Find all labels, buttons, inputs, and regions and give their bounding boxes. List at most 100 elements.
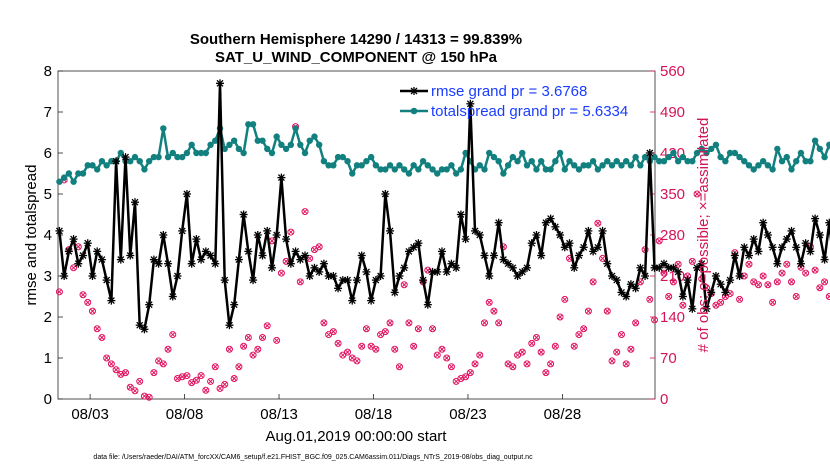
totalspread-point (660, 158, 668, 165)
obs-series (55, 123, 830, 401)
rmse-point (612, 276, 621, 285)
rmse-point (220, 276, 229, 285)
totalspread-point (396, 162, 403, 169)
obs-point (811, 266, 819, 274)
rmse-point (442, 267, 451, 276)
rmse-point (277, 173, 286, 182)
legend-spread-label: totalspread grand pr = 5.6334 (431, 103, 628, 120)
totalspread-point (434, 170, 441, 177)
totalspread-point (315, 141, 323, 148)
rmse-point (107, 296, 116, 305)
totalspread-point (495, 158, 502, 165)
rmse-point (674, 267, 683, 276)
obs-point (353, 357, 361, 365)
x-tick-label: 08/13 (260, 406, 298, 423)
legend-rmse-label: rmse grand pr = 3.6768 (431, 83, 587, 100)
obs-point (249, 351, 257, 359)
totalspread-point (197, 149, 205, 157)
y-left-tick-label: 1 (44, 350, 52, 367)
y-left-tick-label: 6 (44, 145, 52, 162)
totalspread-point (353, 162, 361, 169)
totalspread-point (108, 158, 115, 165)
rmse-point (593, 243, 602, 252)
totalspread-point (811, 137, 819, 144)
totalspread-point (547, 166, 554, 173)
rmse-point (244, 247, 253, 256)
legend-spread-marker (410, 107, 418, 115)
totalspread-series (56, 121, 830, 185)
y-right-tick-label: 490 (660, 104, 685, 121)
rmse-point (707, 288, 716, 297)
obs-point (825, 293, 830, 300)
y-axis-left-label: rmse and totalspread (23, 165, 40, 306)
totalspread-point (419, 158, 427, 165)
totalspread-point (462, 149, 469, 157)
rmse-point (711, 272, 720, 280)
totalspread-point (367, 153, 375, 161)
rmse-point (726, 276, 735, 285)
obs-point (287, 228, 295, 236)
obs-point (745, 260, 753, 268)
rmse-point (787, 226, 796, 235)
rmse-point (678, 292, 687, 301)
left-axis-ticks: 0 1 2 3 4 5 6 7 8 (44, 63, 63, 408)
obs-point (55, 288, 63, 296)
rmse-point (164, 259, 173, 268)
totalspread-point (689, 158, 696, 165)
obs-point (651, 316, 659, 324)
x-tick-label: 08/28 (544, 406, 582, 423)
totalspread-point (566, 158, 573, 165)
totalspread-point (75, 170, 82, 177)
y-right-tick-label: 350 (660, 186, 685, 203)
obs-point (88, 307, 96, 315)
rmse-point (206, 251, 215, 260)
rmse-point (173, 272, 182, 280)
rmse-point (102, 276, 111, 285)
rmse-point (527, 239, 536, 248)
rmse-point (249, 276, 258, 285)
data-file-footnote: data file: /Users/raeder/DAI/ATM_forcXX/… (93, 454, 533, 461)
rmse-point (683, 276, 692, 285)
obs-point (263, 322, 271, 330)
obs-point (150, 369, 158, 377)
totalspread-point (821, 153, 828, 161)
obs-point (320, 319, 328, 327)
y-left-tick-label: 2 (44, 309, 52, 326)
totalspread-point (297, 141, 304, 148)
rmse-point (740, 243, 749, 252)
rmse-point (489, 251, 498, 260)
totalspread-point (741, 158, 748, 165)
rmse-point (282, 235, 291, 244)
rmse-point (154, 259, 163, 268)
totalspread-point (226, 141, 233, 148)
rmse-point (239, 210, 248, 219)
totalspread-point (708, 145, 715, 153)
obs-point (301, 208, 309, 216)
totalspread-point (330, 162, 337, 169)
obs-point (159, 360, 167, 368)
obs-point (783, 260, 791, 268)
totalspread-point (509, 153, 517, 161)
rmse-point (537, 251, 546, 260)
rmse-point (267, 263, 276, 272)
obs-point (344, 348, 352, 356)
obs-point (221, 380, 229, 388)
totalspread-point (311, 133, 318, 140)
totalspread-point (519, 149, 526, 157)
rmse-point (792, 243, 801, 252)
totalspread-point (150, 153, 158, 161)
totalspread-point (60, 174, 68, 181)
totalspread-point (292, 125, 299, 132)
totalspread-point (755, 162, 762, 169)
rmse-point (744, 251, 753, 260)
totalspread-point (155, 153, 162, 161)
obs-point (693, 190, 701, 198)
obs-point (70, 264, 78, 272)
rmse-point (291, 247, 300, 256)
totalspread-point (79, 170, 87, 177)
obs-point (627, 345, 635, 353)
rmse-point (305, 272, 314, 280)
obs-point (754, 281, 762, 289)
obs-point (438, 345, 446, 353)
rmse-point (801, 239, 810, 248)
